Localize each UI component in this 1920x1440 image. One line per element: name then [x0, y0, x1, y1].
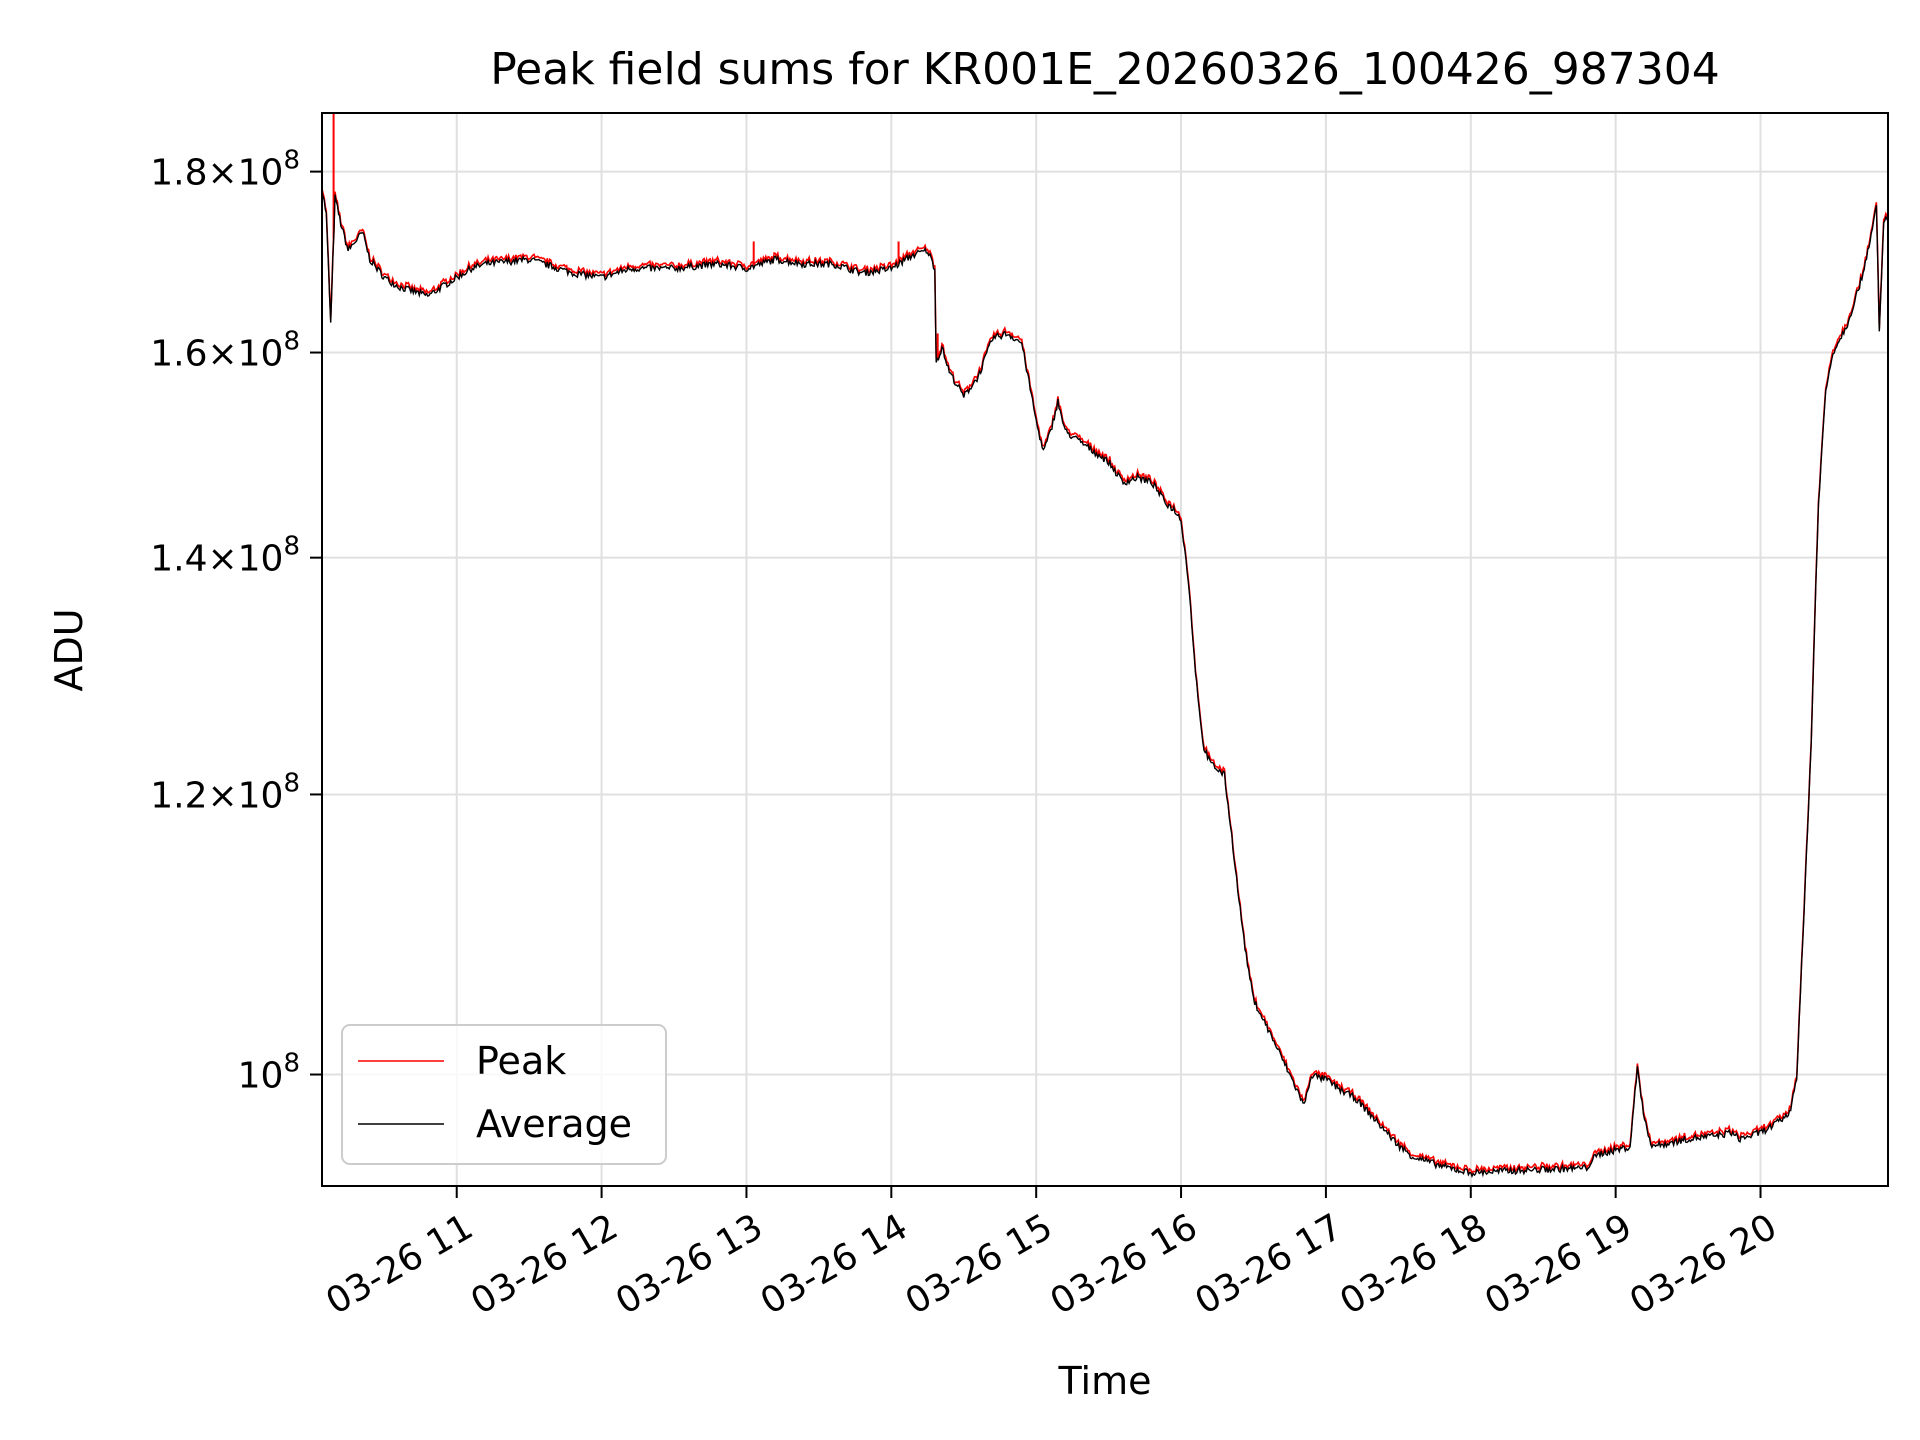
y-tick-label: 1.8×108 — [150, 146, 300, 194]
chart-title: Peak field sums for KR001E_20260326_1004… — [490, 44, 1720, 95]
legend-peak-label: Peak — [476, 1039, 566, 1083]
average-series-line — [322, 192, 1888, 1179]
plot-series — [322, 113, 1888, 1179]
y-axis-label: ADU — [47, 608, 91, 691]
axes-frame — [321, 112, 1889, 1187]
y-tick-label: 1.2×108 — [150, 768, 300, 816]
y-tick-label: 1.6×108 — [150, 327, 300, 375]
y-tick-label: 108 — [238, 1049, 300, 1097]
legend: Peak Average — [341, 1024, 667, 1165]
x-axis-label: Time — [1058, 1359, 1152, 1403]
y-tick-label: 1.4×108 — [150, 532, 300, 580]
peak-series-line — [322, 188, 1888, 1175]
legend-box — [341, 1024, 667, 1165]
legend-average-label: Average — [476, 1102, 632, 1146]
